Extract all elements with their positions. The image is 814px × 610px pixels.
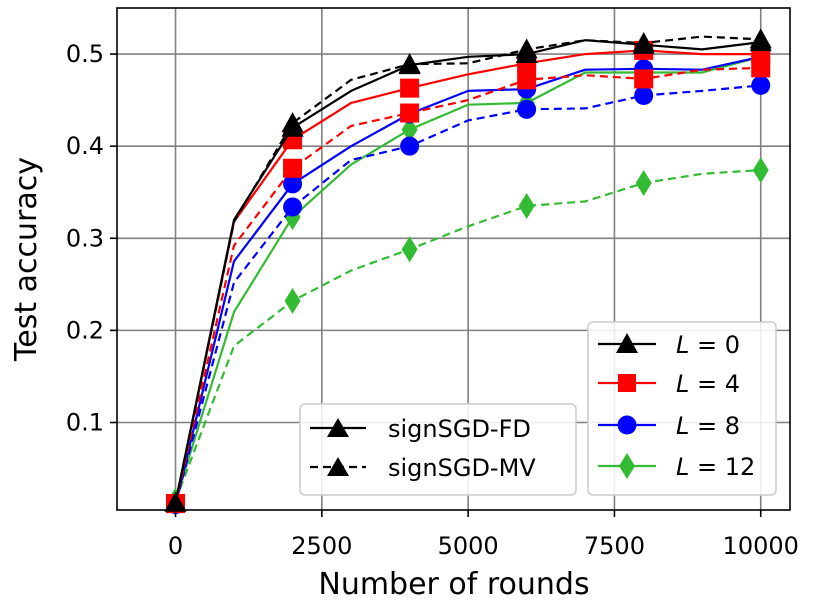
- legend-l0-label: L = 0: [676, 331, 740, 359]
- legend-l8-circle-marker: [617, 415, 637, 435]
- x-tick-label: 5000: [438, 532, 499, 560]
- triangle-marker: [749, 31, 772, 52]
- legend-l4-square-marker: [618, 374, 636, 392]
- x-axis-label: Number of rounds: [318, 567, 589, 602]
- legend-layers: L = 0 L = 4 L = 8 L = 12: [587, 321, 777, 496]
- x-tick-label: 2500: [291, 532, 352, 560]
- square-marker: [634, 69, 654, 89]
- legend-l12-label: L = 12: [676, 453, 755, 481]
- triangle-marker: [515, 43, 538, 64]
- series-group: [166, 58, 771, 514]
- diamond-marker: [752, 157, 769, 184]
- series-group: [164, 31, 772, 512]
- triangle-marker: [281, 116, 304, 137]
- circle-marker: [283, 174, 303, 194]
- series-line: [174, 169, 761, 502]
- x-tick-label: 10000: [723, 532, 799, 560]
- legend-fd-label: signSGD-FD: [388, 415, 531, 443]
- legend-mv-triangle-marker: [327, 457, 349, 476]
- diamond-marker: [401, 116, 418, 143]
- series-line: [174, 55, 761, 505]
- y-tick-label: 0.4: [66, 132, 104, 160]
- triangle-marker: [164, 491, 187, 512]
- series-group: [166, 75, 771, 514]
- plot-frame: [116, 7, 791, 511]
- diamond-marker: [635, 170, 652, 197]
- square-marker: [400, 103, 420, 123]
- axis-ticks: 0 2500 5000 7500 10000 0.1 0.2 0.3 0.4 0.5: [66, 40, 799, 560]
- x-tick-label: 7500: [584, 532, 645, 560]
- circle-marker: [517, 99, 537, 119]
- diamond-marker: [401, 236, 418, 263]
- y-axis-label: Test accuracy: [9, 157, 44, 362]
- legend-l0-triangle-marker: [616, 333, 638, 353]
- legend-l4-label: L = 4: [676, 370, 740, 398]
- square-marker: [517, 70, 537, 90]
- square-marker: [400, 78, 420, 98]
- square-marker: [283, 158, 303, 178]
- series-line: [174, 66, 761, 504]
- circle-marker: [283, 197, 303, 217]
- series-line: [174, 39, 761, 503]
- legend-layers-box: [587, 321, 777, 496]
- triangle-marker: [398, 54, 421, 75]
- triangle-marker: [632, 33, 655, 54]
- legend-fd-triangle-marker: [327, 418, 349, 437]
- series-line: [174, 49, 761, 504]
- x-tick-label: 0: [168, 532, 183, 560]
- diamond-marker: [284, 287, 301, 314]
- legend-methods-box: [299, 403, 577, 496]
- series-layer: [164, 28, 772, 514]
- series-line: [174, 55, 761, 502]
- y-tick-label: 0.3: [66, 224, 104, 252]
- legend-mv-label: signSGD-MV: [388, 454, 536, 482]
- legend-l12-diamond-marker: [619, 453, 635, 479]
- legend-methods: signSGD-FD signSGD-MV: [299, 403, 577, 496]
- legend-l8-label: L = 8: [676, 412, 740, 440]
- y-tick-label: 0.5: [66, 40, 104, 68]
- y-tick-label: 0.2: [66, 316, 104, 344]
- circle-marker: [751, 75, 771, 95]
- diamond-marker: [518, 193, 535, 220]
- circle-marker: [400, 136, 420, 156]
- series-line: [174, 84, 761, 505]
- circle-marker: [634, 86, 654, 106]
- y-tick-label: 0.1: [66, 408, 104, 436]
